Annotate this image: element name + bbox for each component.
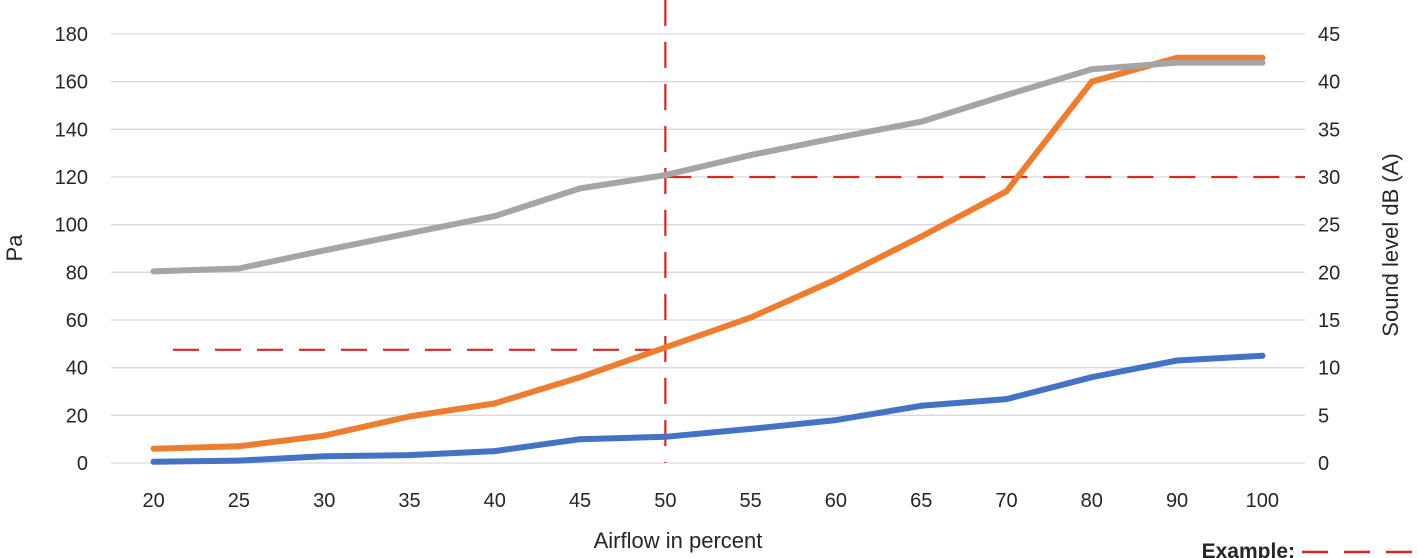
series-1-point bbox=[662, 433, 669, 440]
series-1-point bbox=[577, 436, 584, 443]
y-tick-label: 180 bbox=[55, 24, 88, 46]
series-2-point bbox=[235, 443, 242, 450]
x-tick-label: 60 bbox=[825, 490, 847, 512]
series-2-point bbox=[832, 276, 839, 283]
series-3-point bbox=[150, 268, 157, 275]
series-line-3 bbox=[150, 59, 1266, 275]
right-axis-ticks: 0 5 10 15 20 25 30 35 40 45 bbox=[1318, 24, 1340, 475]
x-tick-label: 55 bbox=[740, 490, 762, 512]
y2-tick-label: 20 bbox=[1318, 262, 1340, 284]
left-axis-ticks: 0 20 40 60 80 100 120 140 160 180 bbox=[55, 24, 88, 475]
y-tick-label: 40 bbox=[66, 358, 88, 380]
y-tick-label: 80 bbox=[66, 262, 88, 284]
x-tick-label: 90 bbox=[1166, 490, 1188, 512]
y-tick-label: 0 bbox=[77, 453, 88, 475]
series-1-point bbox=[235, 457, 242, 464]
y-tick-label: 140 bbox=[55, 119, 88, 141]
series-3-point bbox=[1174, 59, 1181, 66]
y-tick-label: 20 bbox=[66, 405, 88, 427]
gridlines bbox=[111, 33, 1305, 464]
series-2-point bbox=[1174, 54, 1181, 61]
series-3-point bbox=[235, 265, 242, 272]
x-tick-label: 100 bbox=[1246, 490, 1279, 512]
x-tick-label: 40 bbox=[484, 490, 506, 512]
series-3-point bbox=[662, 172, 669, 179]
series-2-point bbox=[918, 233, 925, 240]
series-lines bbox=[150, 54, 1266, 465]
series-3-point bbox=[406, 230, 413, 237]
example-reference-lines bbox=[173, 0, 1305, 463]
series-2-point bbox=[1259, 54, 1266, 61]
y-tick-label: 160 bbox=[55, 72, 88, 94]
y-axis-title: Pa bbox=[2, 234, 27, 262]
series-3-point bbox=[1259, 59, 1266, 66]
series-1-point bbox=[1003, 396, 1010, 403]
series-1-point bbox=[747, 425, 754, 432]
series-1-point bbox=[1259, 352, 1266, 359]
y2-tick-label: 40 bbox=[1318, 72, 1340, 94]
series-2-point bbox=[406, 413, 413, 420]
y-tick-label: 60 bbox=[66, 310, 88, 332]
y2-tick-label: 10 bbox=[1318, 358, 1340, 380]
series-2-point bbox=[662, 344, 669, 351]
series-3-point bbox=[747, 152, 754, 159]
series-3-point bbox=[1003, 92, 1010, 99]
series-1-point bbox=[321, 453, 328, 460]
series-1-point bbox=[1174, 357, 1181, 364]
x-tick-label: 50 bbox=[654, 490, 676, 512]
x-tick-label: 30 bbox=[313, 490, 335, 512]
x-tick-label: 20 bbox=[143, 490, 165, 512]
y2-tick-label: 25 bbox=[1318, 215, 1340, 237]
series-3-point bbox=[491, 213, 498, 220]
x-tick-label: 80 bbox=[1081, 490, 1103, 512]
series-2-point bbox=[747, 314, 754, 321]
series-1-point bbox=[491, 448, 498, 455]
y2-axis-title: Sound level dB (A) bbox=[1378, 153, 1403, 336]
series-3-point bbox=[832, 134, 839, 141]
y2-tick-label: 0 bbox=[1318, 453, 1329, 475]
x-tick-label: 70 bbox=[995, 490, 1017, 512]
series-1-point bbox=[918, 402, 925, 409]
y2-tick-label: 35 bbox=[1318, 119, 1340, 141]
x-axis-title: Airflow in percent bbox=[594, 528, 763, 553]
x-tick-label: 65 bbox=[910, 490, 932, 512]
series-2-point bbox=[1003, 188, 1010, 195]
series-line-2 bbox=[150, 54, 1266, 452]
y-tick-label: 120 bbox=[55, 167, 88, 189]
series-1-point bbox=[406, 452, 413, 459]
series-2-point bbox=[491, 400, 498, 407]
series-1-point bbox=[832, 417, 839, 424]
example-legend: Example: bbox=[1202, 540, 1412, 558]
series-line-1 bbox=[150, 352, 1266, 465]
series-1-point bbox=[1088, 374, 1095, 381]
y2-tick-label: 5 bbox=[1318, 405, 1329, 427]
series-3-point bbox=[577, 185, 584, 192]
x-tick-label: 45 bbox=[569, 490, 591, 512]
series-2-point bbox=[150, 445, 157, 452]
series-3-point bbox=[1088, 66, 1095, 73]
y-tick-label: 100 bbox=[55, 215, 88, 237]
series-2-point bbox=[577, 374, 584, 381]
example-legend-label: Example: bbox=[1202, 540, 1295, 558]
series-1-point bbox=[150, 458, 157, 465]
y2-tick-label: 30 bbox=[1318, 167, 1340, 189]
x-tick-label: 25 bbox=[228, 490, 250, 512]
series-2-point bbox=[1088, 78, 1095, 85]
y2-tick-label: 15 bbox=[1318, 310, 1340, 332]
series-2-point bbox=[321, 432, 328, 439]
y2-tick-label: 45 bbox=[1318, 24, 1340, 46]
x-axis-ticks: 20 25 30 35 40 45 50 55 60 65 70 80 90 100 bbox=[143, 490, 1280, 512]
series-3-point bbox=[918, 118, 925, 125]
series-3-point bbox=[321, 247, 328, 254]
x-tick-label: 35 bbox=[398, 490, 420, 512]
